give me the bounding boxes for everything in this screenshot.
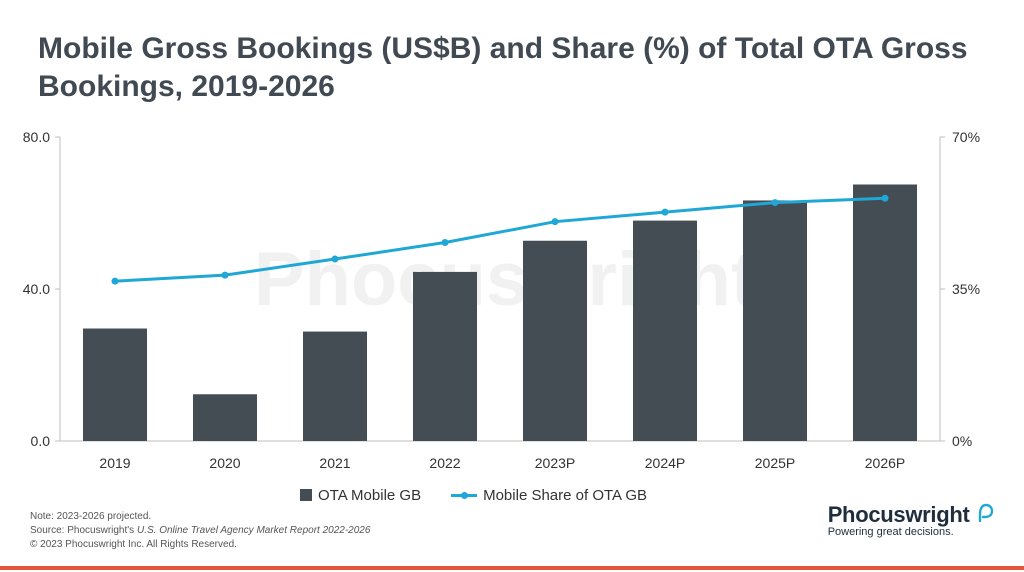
legend: OTA Mobile GB Mobile Share of OTA GB (300, 484, 647, 506)
bottom-accent-rule (0, 566, 1024, 570)
y-tick-left-label: 0.0 (31, 433, 51, 449)
share-point (331, 255, 339, 263)
bar (743, 200, 807, 441)
footnote-source: Source: Phocuswright's U.S. Online Trave… (30, 524, 370, 538)
share-point (881, 194, 889, 202)
bar (303, 331, 367, 441)
bar (853, 184, 917, 441)
brand-mark-icon (978, 503, 994, 523)
bar (413, 271, 477, 441)
chart-area: Phocuswright 0.040.080.00%35%70%2019 2020… (23, 129, 980, 471)
footnotes: Note: 2023-2026 projected. Source: Phocu… (30, 510, 370, 552)
footnote-note: Note: 2023-2026 projected. (30, 511, 152, 522)
y-tick-right-label: 0% (952, 433, 972, 449)
share-point (551, 218, 559, 226)
share-point (441, 239, 449, 247)
x-tick-label: 2026P (865, 455, 905, 471)
legend-bar-label: OTA Mobile GB (318, 486, 422, 504)
x-tick-label: 2021 (319, 455, 350, 471)
share-point (221, 271, 229, 279)
share-point (661, 208, 669, 216)
bar (633, 220, 697, 441)
bar (83, 328, 147, 441)
y-tick-left-label: 40.0 (23, 281, 50, 297)
legend-line-label: Mobile Share of OTA GB (483, 486, 648, 504)
share-line (114, 196, 886, 283)
footnote-copyright: © 2023 Phocuswright Inc. All Rights Rese… (30, 539, 237, 550)
chart-title: Mobile Gross Bookings (US$B) and Share (… (38, 32, 968, 103)
x-tick-label: 2020 (209, 455, 240, 471)
x-tick-label: 2019 (99, 455, 130, 471)
legend-item-bars: OTA Mobile GB (300, 487, 421, 504)
y-tick-left-label: 80.0 (23, 129, 50, 145)
legend-item-line: Mobile Share of OTA GB (451, 487, 647, 504)
brand-tagline: Powering great decisions. (827, 526, 954, 538)
bar (523, 240, 587, 441)
x-tick-label: 2024P (645, 455, 685, 471)
footnote-source-title: U.S. Online Travel Agency Market Report … (136, 525, 371, 536)
brand-name: Phocuswright (827, 502, 970, 527)
share-point (771, 199, 779, 207)
legend-bar-swatch (300, 489, 312, 501)
brand-logo: Phocuswright Powering great decisions. (828, 502, 994, 538)
x-tick-label: 2025P (755, 455, 795, 471)
y-tick-right-label: 35% (952, 281, 980, 297)
footnote-source-prefix: Source: Phocuswright's (30, 525, 137, 536)
y-tick-right-label: 70% (952, 129, 980, 145)
x-tick-label: 2023P (535, 455, 575, 471)
bar (193, 394, 257, 441)
share-point (111, 277, 119, 285)
x-tick-label: 2022 (429, 455, 460, 471)
legend-line-swatch (451, 489, 478, 501)
